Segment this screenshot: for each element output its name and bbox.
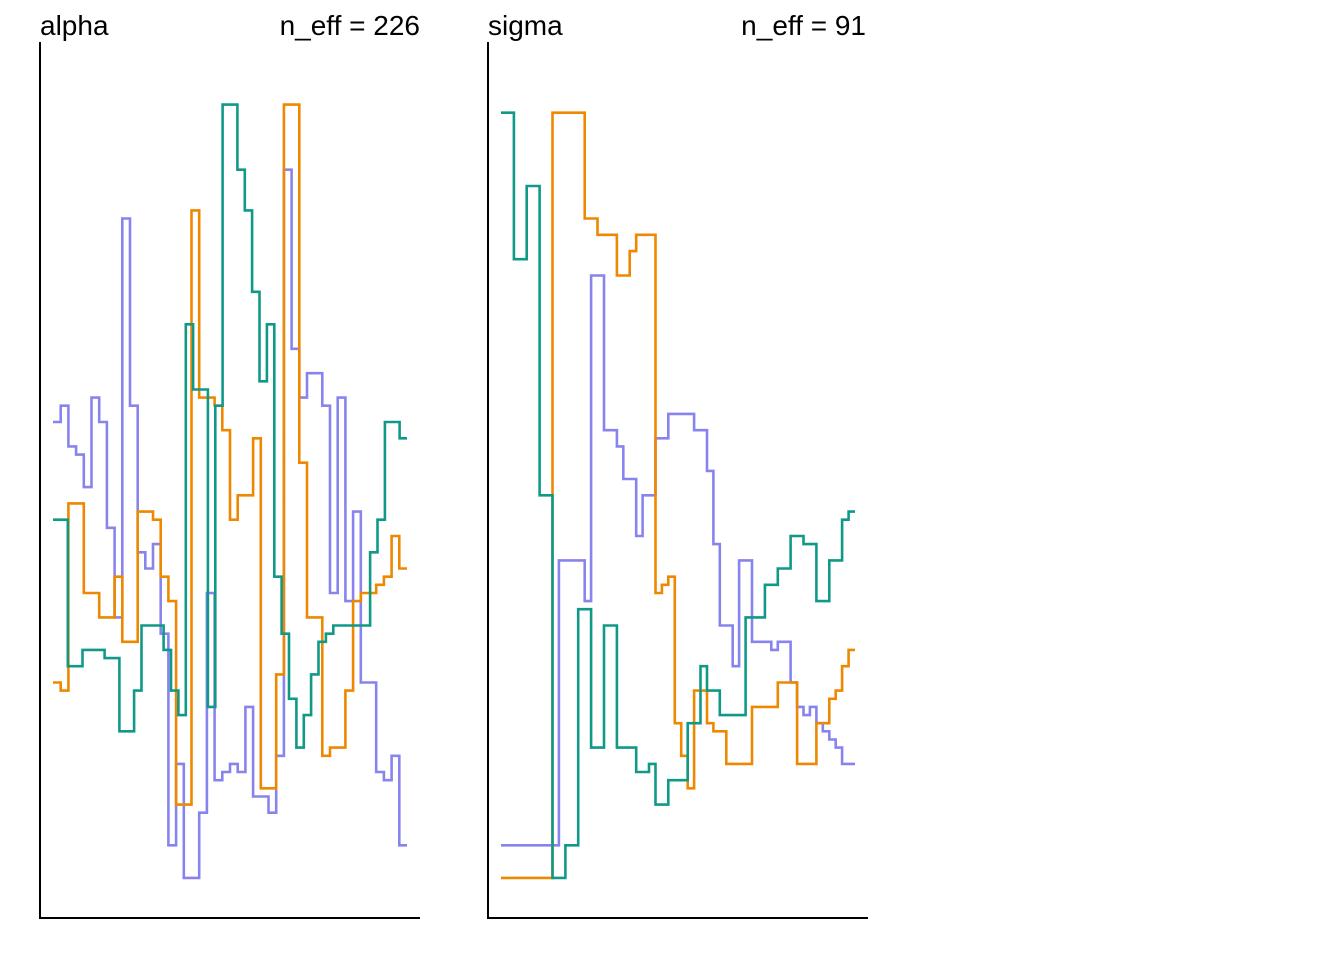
sigma-chain-2-line [501,111,855,880]
alpha-n-eff-label: n_eff = 226 [280,10,420,41]
sigma-trace-panel: sigma n_eff = 91 [487,10,868,919]
sigma-n-eff-label: n_eff = 91 [741,10,866,41]
alpha-series-group [53,103,407,880]
alpha-panel-title: alpha [40,10,109,41]
alpha-chain-3-line [53,103,407,749]
sigma-chain-1-line [501,274,855,847]
alpha-chain-2-line [53,103,407,806]
alpha-axes [39,42,420,919]
sigma-chain-3-line [501,111,855,880]
sigma-series-group [501,111,855,880]
alpha-chain-1-line [53,168,407,880]
alpha-trace-panel: alpha n_eff = 226 [39,10,420,919]
sigma-panel-title: sigma [488,10,563,41]
sigma-axes [487,42,868,919]
